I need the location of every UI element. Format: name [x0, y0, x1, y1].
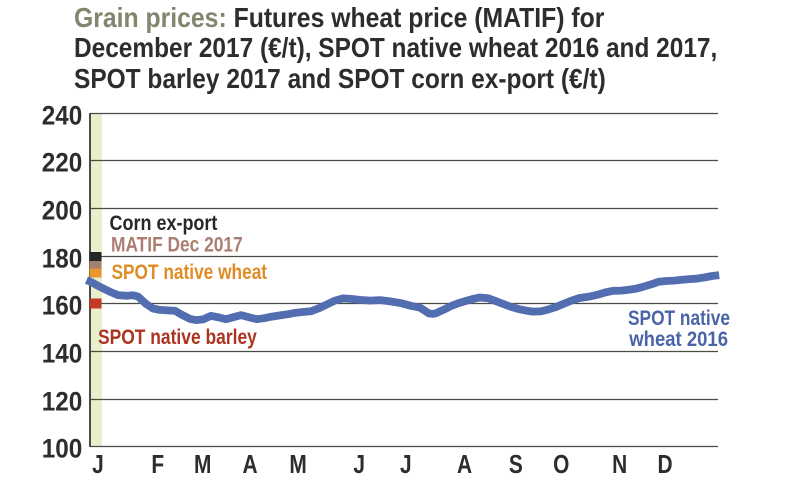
svg-text:200: 200: [42, 196, 83, 225]
svg-text:J: J: [400, 450, 412, 478]
svg-text:J: J: [353, 450, 365, 478]
svg-text:M: M: [194, 450, 211, 478]
svg-text:240: 240: [42, 101, 83, 130]
svg-text:D: D: [657, 450, 672, 478]
svg-text:J: J: [92, 450, 104, 478]
svg-text:MATIF Dec 2017: MATIF Dec 2017: [111, 233, 243, 257]
svg-text:O: O: [553, 450, 569, 478]
svg-text:S: S: [509, 450, 523, 478]
svg-text:Corn ex-port: Corn ex-port: [110, 212, 218, 236]
svg-text:100: 100: [42, 434, 83, 463]
svg-text:120: 120: [42, 387, 83, 416]
svg-text:220: 220: [42, 148, 83, 177]
svg-text:N: N: [612, 450, 627, 478]
svg-text:M: M: [289, 450, 306, 478]
svg-text:F: F: [151, 450, 164, 478]
svg-text:A: A: [242, 450, 257, 478]
svg-text:140: 140: [42, 339, 83, 368]
svg-text:wheat 2016: wheat 2016: [628, 328, 728, 352]
svg-text:SPOT native: SPOT native: [628, 306, 730, 330]
svg-text:SPOT native wheat: SPOT native wheat: [112, 260, 268, 284]
svg-text:SPOT native barley: SPOT native barley: [98, 325, 257, 349]
svg-text:A: A: [457, 450, 472, 478]
svg-text:180: 180: [42, 244, 83, 273]
svg-text:160: 160: [42, 291, 83, 320]
